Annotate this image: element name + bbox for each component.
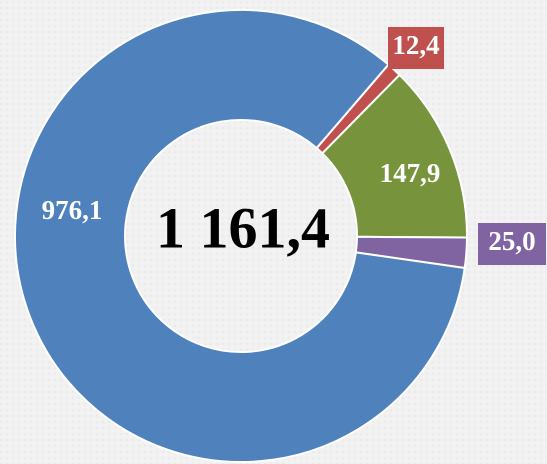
data-label: 12,4 (392, 30, 439, 60)
label-box (478, 223, 546, 265)
data-label: 25,0 (488, 226, 535, 256)
donut-segment (14, 9, 466, 463)
center-label: 1 161,4 (156, 195, 330, 260)
label-box (388, 27, 444, 69)
donut (14, 9, 469, 463)
data-label: 976,1 (42, 195, 103, 225)
data-label: 147,9 (380, 158, 441, 188)
